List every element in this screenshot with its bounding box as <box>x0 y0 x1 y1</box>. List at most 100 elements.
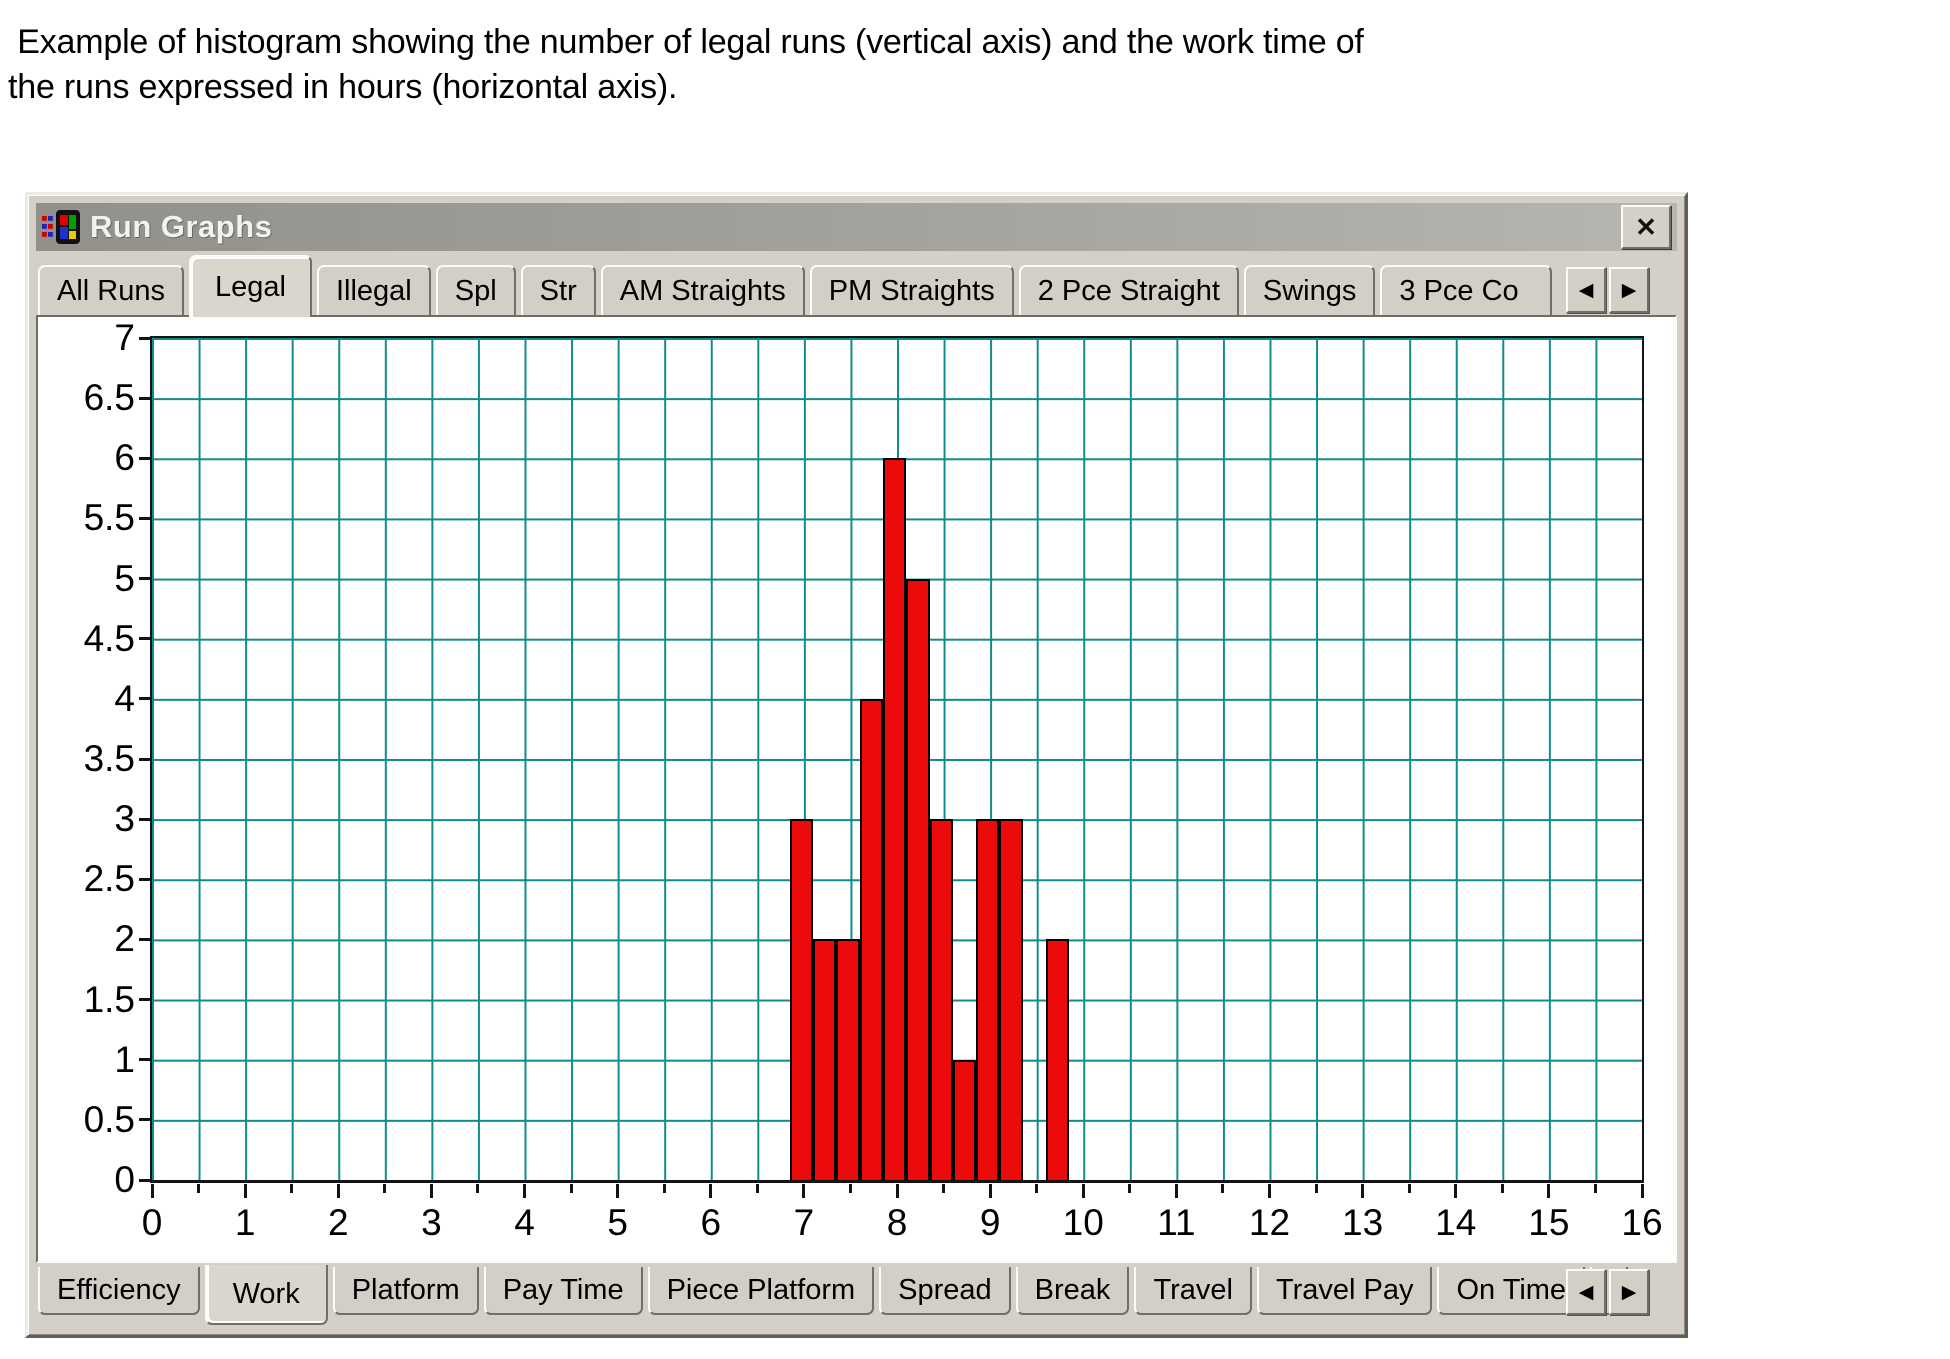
metric-tabstrip: Efficiency Work Platform Pay Time Piece Plat… <box>36 1265 1677 1327</box>
x-axis-label: 1 <box>234 1202 256 1243</box>
bottom-tab-scroller: ◀ ▶ <box>1563 1269 1649 1315</box>
y-axis-tick <box>139 998 150 1002</box>
tab-3-pce-co[interactable]: 3 Pce Co <box>1380 265 1552 315</box>
x-axis-label: 11 <box>1157 1202 1196 1243</box>
histogram-bar <box>976 819 1000 1180</box>
x-axis-tick <box>1081 1184 1085 1198</box>
y-axis-label: 5.5 <box>83 497 135 539</box>
tab-work[interactable]: Work <box>204 1265 328 1325</box>
histogram-bar <box>1046 939 1070 1180</box>
x-axis-label: 0 <box>141 1202 163 1243</box>
tab-efficiency[interactable]: Efficiency <box>38 1267 200 1315</box>
scroll-right-button[interactable]: ▶ <box>1609 1269 1649 1315</box>
histogram-bar <box>789 819 814 1180</box>
y-axis-tick <box>139 577 150 581</box>
tab-am-straights[interactable]: AM Straights <box>600 265 805 315</box>
y-axis-label: 4 <box>114 677 135 719</box>
scroll-left-button[interactable]: ◀ <box>1566 267 1606 313</box>
x-axis-tick <box>709 1184 713 1198</box>
x-axis-label: 13 <box>1342 1202 1384 1243</box>
x-axis-tick <box>569 1184 573 1193</box>
x-axis-label: 6 <box>700 1202 722 1243</box>
histogram-bar <box>999 819 1023 1180</box>
x-axis-tick <box>662 1184 666 1193</box>
y-axis-label: 6.5 <box>83 377 135 419</box>
y-axis-label: 2.5 <box>83 858 135 900</box>
scroll-left-button[interactable]: ◀ <box>1566 1269 1606 1315</box>
tab-spread[interactable]: Spread <box>879 1267 1011 1315</box>
tab-platform[interactable]: Platform <box>332 1267 479 1315</box>
x-axis-label: 4 <box>514 1202 535 1243</box>
x-axis-tick <box>336 1184 340 1198</box>
x-axis-tick <box>802 1184 806 1198</box>
tab-break[interactable]: Break <box>1015 1267 1130 1315</box>
tab-travel[interactable]: Travel <box>1134 1267 1252 1315</box>
x-axis-tick <box>476 1184 480 1193</box>
tab-piece-platform[interactable]: Piece Platform <box>647 1267 875 1315</box>
y-axis-tick <box>139 1058 150 1062</box>
y-axis-tick <box>139 396 150 400</box>
graph-type-tabs: All Runs Legal Illegal Spl Str AM Straights PM… <box>38 253 1557 317</box>
metric-tabs: Efficiency Work Platform Pay Time Piece Plat… <box>38 1265 1629 1327</box>
x-axis-label: 14 <box>1435 1202 1477 1243</box>
histogram-bar <box>883 458 907 1180</box>
x-axis-tick <box>243 1184 247 1198</box>
tab-legal[interactable]: Legal <box>189 255 312 317</box>
figure-caption: Example of histogram showing the number … <box>8 20 1364 110</box>
y-axis-tick <box>139 1118 150 1122</box>
y-axis-label: 3 <box>114 798 135 840</box>
y-axis-label: 1.5 <box>83 978 135 1020</box>
x-axis-tick <box>1268 1184 1271 1198</box>
tab-spl[interactable]: Spl <box>435 265 516 315</box>
app-icon <box>42 210 80 244</box>
caption-line-2: the runs expressed in hours (horizontal … <box>8 68 678 106</box>
y-axis-label: 0 <box>114 1159 135 1200</box>
y-axis-tick <box>139 697 150 701</box>
histogram-bar <box>952 1059 977 1180</box>
tab-str[interactable]: Str <box>520 265 596 315</box>
x-axis-tick <box>290 1184 294 1193</box>
tab-swings[interactable]: Swings <box>1243 265 1376 315</box>
x-axis-tick <box>197 1184 201 1193</box>
x-axis-label: 15 <box>1528 1202 1570 1243</box>
x-axis-tick <box>150 1184 154 1198</box>
x-axis-tick <box>1407 1184 1411 1193</box>
tab-pay-time[interactable]: Pay Time <box>483 1267 643 1315</box>
x-axis-tick <box>383 1184 387 1193</box>
graph-type-tabstrip: All Runs Legal Illegal Spl Str AM Straights PM… <box>36 253 1677 317</box>
tab-all-runs[interactable]: All Runs <box>38 265 184 315</box>
caption-line-1: Example of histogram showing the number … <box>8 23 1364 61</box>
y-axis-label: 6 <box>114 437 135 479</box>
x-axis-tick <box>1174 1184 1178 1198</box>
x-axis-label: 2 <box>327 1202 349 1243</box>
x-axis-tick <box>755 1184 759 1193</box>
y-axis-tick <box>139 637 150 641</box>
y-axis-tick <box>139 757 150 761</box>
tab-pm-straights[interactable]: PM Straights <box>809 265 1014 315</box>
x-axis-label: 5 <box>607 1202 628 1243</box>
y-axis-tick <box>139 516 150 520</box>
tab-illegal[interactable]: Illegal <box>316 265 431 315</box>
x-axis-tick <box>1361 1184 1365 1198</box>
x-axis-tick <box>1454 1184 1458 1198</box>
x-axis-tick <box>1035 1184 1039 1193</box>
x-axis-tick <box>1547 1184 1551 1198</box>
tab-on-time[interactable]: On Time <box>1437 1267 1586 1315</box>
scroll-right-button[interactable]: ▶ <box>1609 267 1649 313</box>
histogram-bar <box>859 698 884 1180</box>
y-axis-tick <box>139 1178 150 1182</box>
histogram-bar <box>836 939 860 1180</box>
y-axis-label: 1 <box>114 1038 135 1080</box>
run-graphs-window: Run Graphs ✕ All Runs Legal Illegal Spl Str A… <box>25 192 1688 1338</box>
x-axis-label: 16 <box>1621 1202 1663 1243</box>
window-title: Run Graphs <box>90 209 273 244</box>
tab-travel-pay[interactable]: Travel Pay <box>1256 1267 1433 1315</box>
x-axis-tick <box>1500 1184 1504 1193</box>
y-axis-label: 3.5 <box>83 738 135 779</box>
histogram-bar <box>929 819 953 1180</box>
y-axis-label: 7 <box>114 317 135 358</box>
tab-2-pce-straight[interactable]: 2 Pce Straight <box>1018 265 1239 315</box>
histogram-plot: 0 1 2 3 4 5 6 7 8 9 10 11 12 13 14 15 16 0 0.5 1 1.5 2 2.5 3 3.5… <box>84 318 1663 1244</box>
close-button[interactable]: ✕ <box>1621 205 1671 249</box>
title-bar[interactable]: Run Graphs ✕ <box>36 203 1677 251</box>
